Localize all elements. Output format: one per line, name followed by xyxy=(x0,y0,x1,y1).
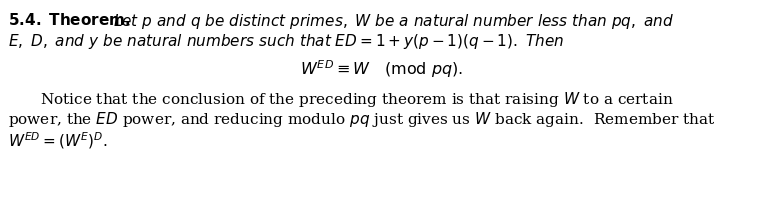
Text: $\mathit{E,\ D,\ and\ y\ be\ natural\ numbers\ such\ that\ }ED = 1 + y(p-1)(q-1): $\mathit{E,\ D,\ and\ y\ be\ natural\ nu… xyxy=(8,32,565,51)
Text: $W^{ED} \equiv W \quad (\mathrm{mod}\ pq).$: $W^{ED} \equiv W \quad (\mathrm{mod}\ pq… xyxy=(301,58,464,80)
Text: Notice that the conclusion of the preceding theorem is that raising $W$ to a cer: Notice that the conclusion of the preced… xyxy=(40,90,673,109)
Text: $\mathit{Let}\ \mathit{p}\ \mathit{and}\ \mathit{q}\ \mathit{be}\ \mathit{distin: $\mathit{Let}\ \mathit{p}\ \mathit{and}\… xyxy=(113,12,674,31)
Text: $\mathbf{5.4.\ Theorem.}$: $\mathbf{5.4.\ Theorem.}$ xyxy=(8,12,131,28)
Text: $W^{ED} = (W^E)^D.$: $W^{ED} = (W^E)^D.$ xyxy=(8,130,108,151)
Text: power, the $\mathit{ED}$ power, and reducing modulo $\mathit{pq}$ just gives us : power, the $\mathit{ED}$ power, and redu… xyxy=(8,110,715,129)
